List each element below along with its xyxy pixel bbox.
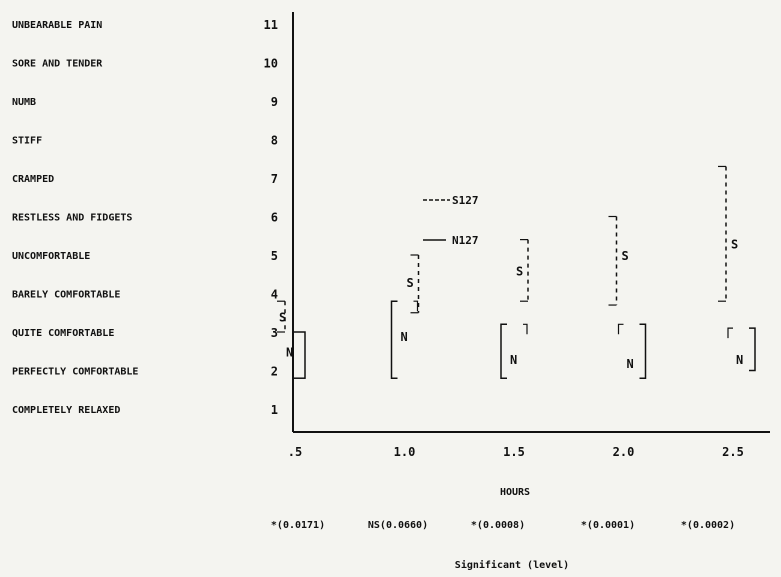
y-tick-label: 3	[271, 326, 278, 340]
n-range-cap	[617, 323, 624, 335]
category-label: CRAMPED	[12, 174, 54, 185]
n-range-cap	[727, 327, 733, 339]
y-tick-label: 1	[271, 403, 278, 417]
x-tick-label: 1.0	[394, 445, 416, 459]
category-label: RESTLESS AND FIDGETS	[12, 213, 132, 224]
x-tick-label: .5	[288, 445, 302, 459]
y-tick-label: 9	[271, 95, 278, 109]
x-tick-label: 2.5	[722, 445, 744, 459]
legend-n-label: N127	[452, 234, 479, 247]
legend-s-label: S127	[452, 194, 479, 207]
category-label: SORE AND TENDER	[12, 59, 103, 70]
n-range-bar	[749, 327, 756, 372]
s-marker: S	[279, 311, 286, 325]
n-range-bar	[390, 300, 398, 379]
category-label: BARELY COMFORTABLE	[12, 290, 120, 301]
s-marker: S	[407, 276, 414, 290]
significance-value: *(0.0002)	[681, 520, 735, 531]
s-marker: S	[731, 237, 738, 251]
category-label: COMPLETELY RELAXED	[12, 405, 120, 416]
s-marker: S	[516, 264, 523, 278]
n-marker: N	[510, 353, 517, 367]
category-label: UNCOMFORTABLE	[12, 251, 90, 262]
significance-value: *(0.0001)	[581, 520, 635, 531]
category-label: QUITE COMFORTABLE	[12, 328, 114, 339]
n-range-cap	[413, 300, 419, 312]
n-marker: N	[401, 330, 408, 344]
n-marker: N	[286, 345, 293, 359]
y-tick-label: 7	[271, 172, 278, 186]
n-range-bar	[500, 323, 507, 379]
category-label: PERFECTLY COMFORTABLE	[12, 367, 138, 378]
n-range-cap	[523, 323, 528, 335]
n-marker: N	[627, 357, 634, 371]
x-tick-label: 2.0	[613, 445, 635, 459]
y-tick-label: 5	[271, 249, 278, 263]
y-tick-label: 10	[264, 57, 278, 71]
n-range-bar	[292, 331, 306, 379]
category-label: NUMB	[12, 97, 36, 108]
n-marker: N	[736, 353, 743, 367]
x-tick-label: 1.5	[503, 445, 525, 459]
significance-value: *(0.0171)	[271, 520, 325, 531]
n-range-bar	[639, 323, 647, 379]
y-tick-label: 11	[264, 18, 278, 32]
category-label: STIFF	[12, 136, 42, 147]
y-tick-label: 2	[271, 365, 278, 379]
x-axis-title: HOURS	[500, 487, 530, 498]
s-marker: S	[622, 249, 629, 263]
y-tick-label: 4	[271, 288, 278, 302]
significance-value: NS(0.0660)	[368, 520, 428, 531]
significance-title: Significant (level)	[455, 559, 569, 571]
category-label: UNBEARABLE PAIN	[12, 20, 102, 31]
y-tick-label: 8	[271, 134, 278, 148]
y-tick-label: 6	[271, 211, 278, 225]
significance-value: *(0.0008)	[471, 520, 525, 531]
